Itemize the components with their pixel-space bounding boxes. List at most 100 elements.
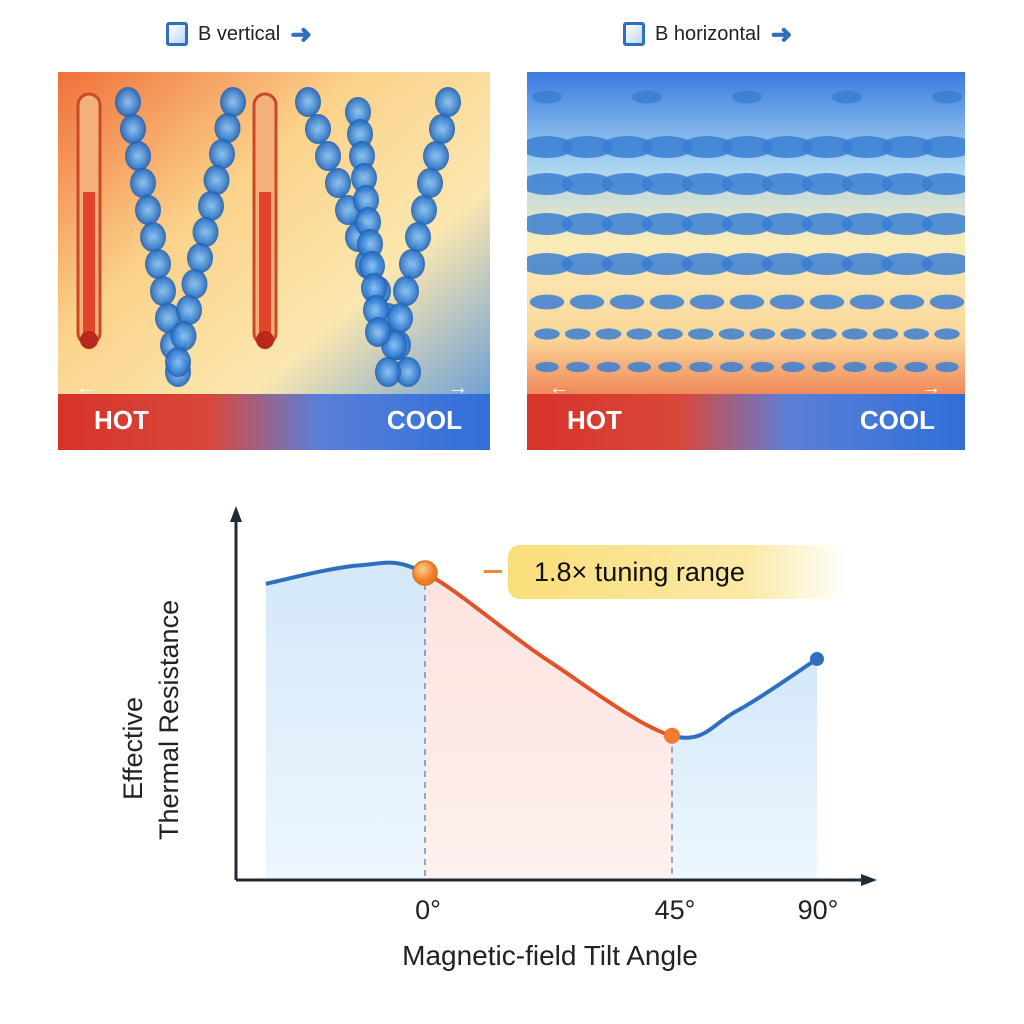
particle-bead (641, 213, 693, 235)
particle-bead (881, 173, 933, 195)
cool-label: COOL (386, 405, 462, 435)
particle-bead (165, 347, 191, 377)
particle-bead (357, 229, 383, 259)
particle-bead (187, 243, 213, 273)
particle-bead (125, 141, 151, 171)
particle-bead (417, 168, 443, 198)
vertical-chains-illustration (58, 72, 490, 450)
particle-bead (780, 328, 806, 340)
particle-bead (601, 173, 653, 195)
particle-bead (761, 136, 813, 158)
particle-bead (359, 251, 385, 281)
particle-bead (527, 253, 573, 275)
particle-bead (601, 213, 653, 235)
particle-bead (532, 90, 562, 104)
particle-bead (761, 213, 813, 235)
particle-bead (561, 213, 613, 235)
series-line-blue (265, 560, 426, 586)
particle-bead (566, 361, 590, 373)
particle-bead (345, 97, 371, 127)
particle-bead (681, 213, 733, 235)
particle-bead (534, 328, 560, 340)
particle-bead (921, 173, 965, 195)
particle-bead (934, 328, 960, 340)
particle-bead (801, 213, 853, 235)
particle-bead (353, 185, 379, 215)
particle-bead (220, 87, 246, 117)
particle-bead (932, 90, 962, 104)
particle-bead (527, 213, 573, 235)
particle-bead (641, 253, 693, 275)
particle-bead (423, 141, 449, 171)
particle-bead (170, 321, 197, 351)
particle-bead (873, 361, 898, 373)
particle-bead (140, 222, 166, 252)
particle-bead (214, 113, 241, 143)
particle-bead (921, 213, 965, 235)
particle-bead (115, 87, 141, 117)
particle-bead (872, 328, 899, 340)
particle-bead (411, 195, 437, 225)
particle-bead (561, 136, 613, 158)
particle-bead (832, 90, 862, 104)
particle-bead (632, 90, 662, 104)
arrow-right-icon: → (448, 377, 468, 399)
legend-label: B horizontal (655, 22, 761, 45)
particle-bead (849, 294, 885, 310)
particle-bead (295, 87, 321, 117)
y-axis-label-line: Effective (118, 696, 148, 800)
particle-bead (405, 222, 431, 252)
particle-bead (325, 168, 351, 198)
field-box-icon (166, 22, 188, 46)
panel-vertical-field: ← → HOT COOL (58, 72, 490, 450)
particle-bead (881, 213, 933, 235)
particle-bead (596, 361, 621, 373)
area-fill (265, 562, 425, 880)
particle-bead (658, 361, 682, 373)
area-fill (425, 573, 672, 880)
legend-label: B vertical (198, 22, 281, 45)
particle-bead (689, 361, 713, 373)
particle-bead (527, 173, 573, 195)
particle-bead (601, 253, 653, 275)
particle-bead (841, 173, 893, 195)
particle-bead (569, 294, 605, 310)
callout-connector (484, 570, 502, 573)
particle-bead (375, 357, 401, 387)
particle-bead (681, 173, 733, 195)
field-box-icon (623, 22, 645, 46)
particle-bead (721, 253, 773, 275)
particle-bead (903, 328, 930, 340)
particle-bead (176, 295, 202, 325)
particle-bead (729, 294, 765, 310)
particle-bead (150, 276, 176, 306)
panel-horizontal-field: ← → HOT COOL (527, 72, 965, 450)
legend-b-vertical: B vertical ➜ (166, 21, 312, 47)
particle-bead (904, 361, 928, 373)
particle-bead (349, 141, 375, 171)
particle-bead (889, 294, 925, 310)
particle-bead (529, 294, 565, 310)
particle-bead (681, 136, 733, 158)
particle-bead (718, 328, 745, 340)
particle-bead (688, 328, 714, 340)
thermometer-icon (252, 92, 278, 349)
cool-label: COOL (859, 405, 935, 435)
x-axis-label: Magnetic-field Tilt Angle (402, 940, 698, 971)
thermometer-icon (76, 92, 102, 349)
particle-bead (361, 273, 387, 303)
particle-bead (355, 207, 381, 237)
particle-bead (781, 361, 805, 373)
y-axis-arrow (230, 506, 242, 522)
particle-bead (811, 328, 837, 340)
particle-bead (198, 191, 224, 221)
particle-bead (841, 253, 893, 275)
particle-bead (595, 328, 622, 340)
particle-bead (429, 114, 455, 144)
particle-bead (535, 361, 559, 373)
particle-bead (719, 361, 744, 373)
particle-bead (881, 136, 933, 158)
particle-bead (921, 136, 965, 158)
particle-bead (801, 173, 853, 195)
